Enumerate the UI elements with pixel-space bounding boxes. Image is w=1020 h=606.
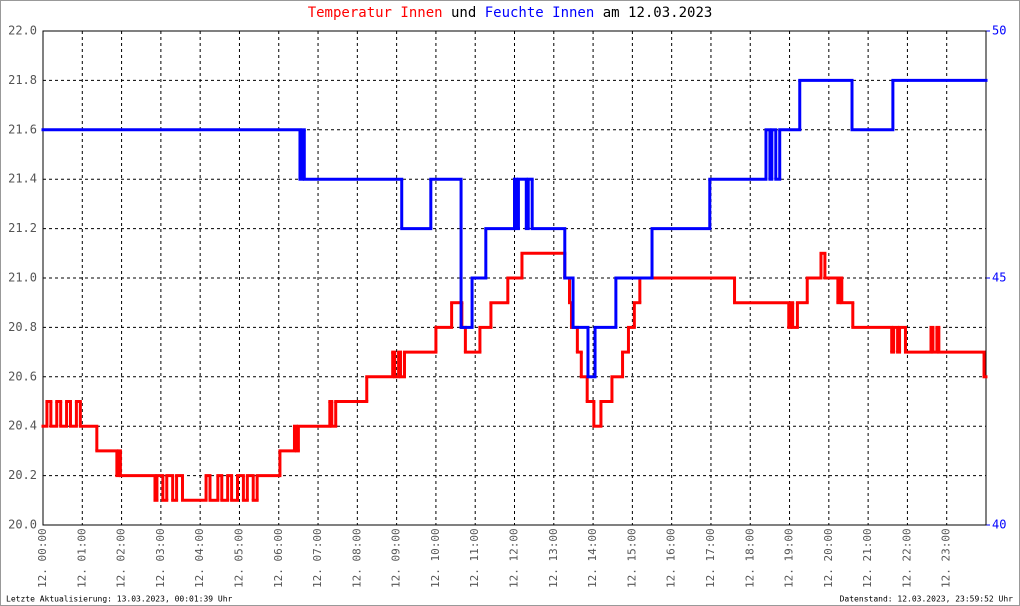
title-series-name: Feuchte Innen [485,5,595,21]
y-tick-label: 21.4 [8,172,37,186]
title-series-name: Temperatur Innen [308,5,443,21]
y-tick-label: 20.2 [8,468,37,482]
x-tick-label: 12. 04:00 [193,528,206,588]
x-tick-label: 12. 11:00 [468,528,481,588]
x-tick-label: 12. 05:00 [232,528,245,588]
y2-tick-label: 40 [992,518,1006,532]
x-tick-label: 12. 07:00 [311,528,324,588]
x-tick-label: 12. 23:00 [940,528,953,588]
x-tick-label: 12. 19:00 [783,528,796,588]
x-tick-label: 12. 00:00 [36,528,49,588]
y-tick-label: 20.8 [8,320,37,334]
y-tick-label: 21.6 [8,122,37,136]
y2-tick-label: 45 [992,271,1006,285]
footer-right: Datenstand: 12.03.2023, 23:59:52 Uhr [840,595,1014,604]
y2-tick-label: 50 [992,24,1006,38]
y-tick-label: 20.0 [8,518,37,532]
x-tick-label: 12. 14:00 [586,528,599,588]
footer-left: Letzte Aktualisierung: 13.03.2023, 00:01… [6,595,233,604]
x-tick-label: 12. 08:00 [350,528,363,588]
y-tick-label: 21.0 [8,271,37,285]
chart-title: Temperatur Innen und Feuchte Innen am 12… [308,5,713,21]
x-tick-label: 12. 06:00 [272,528,285,588]
x-tick-label: 12. 20:00 [822,528,835,588]
x-tick-label: 12. 21:00 [861,528,874,588]
y-tick-label: 21.2 [8,221,37,235]
x-tick-label: 12. 09:00 [390,528,403,588]
title-suffix: am 12.03.2023 [603,5,713,21]
x-tick-label: 12. 03:00 [154,528,167,588]
x-tick-label: 12. 18:00 [743,528,756,588]
x-tick-label: 12. 13:00 [547,528,560,588]
plot-border [42,30,987,526]
y-tick-label: 20.6 [8,369,37,383]
x-tick-label: 12. 12:00 [508,528,521,588]
x-tick-label: 12. 01:00 [75,528,88,588]
x-tick-label: 12. 17:00 [704,528,717,588]
x-tick-label: 12. 16:00 [665,528,678,588]
y-tick-label: 22.0 [8,24,37,38]
x-tick-label: 12. 15:00 [625,528,638,588]
y-tick-label: 20.4 [8,419,37,433]
title-joiner: und [451,5,476,21]
x-tick-label: 12. 10:00 [429,528,442,588]
x-tick-label: 12. 22:00 [900,528,913,588]
x-tick-label: 12. 02:00 [115,528,128,588]
y-tick-label: 21.8 [8,73,37,87]
